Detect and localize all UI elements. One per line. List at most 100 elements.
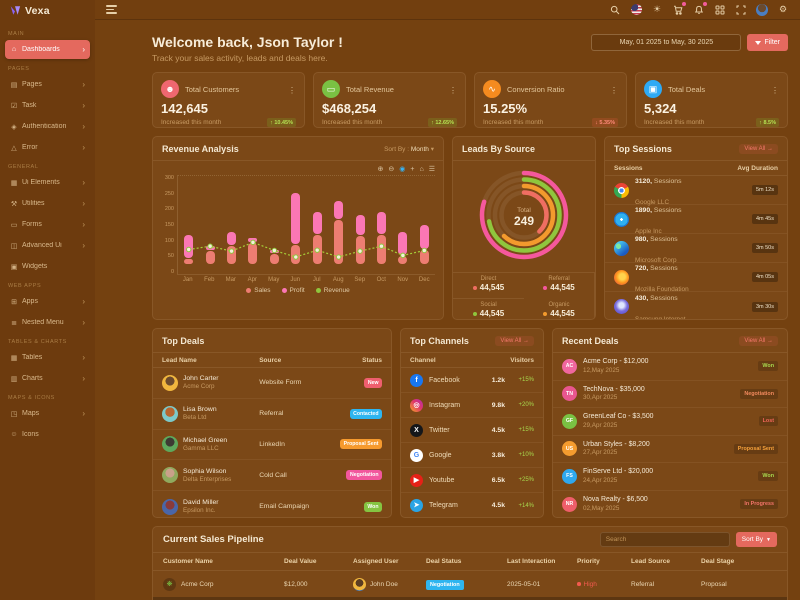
channel-icon: f (410, 373, 423, 387)
pipeline-search-input[interactable] (599, 532, 730, 547)
avg-duration-badge: 3m 30s (751, 301, 778, 312)
recent-deal-row[interactable]: AC Acme Corp - $12,000 12,May 2025 Won (553, 353, 787, 381)
sidebar-item[interactable]: ▦ Ui Elements (5, 173, 90, 192)
more-vertical-icon[interactable] (610, 80, 618, 98)
sidebar-item[interactable]: ▦ Tables (5, 348, 90, 367)
chart-legend: Sales Profit Revenue (161, 287, 435, 294)
y-axis: 300 250 200 150 100 50 0 (161, 175, 177, 275)
stat-value: $468,254 (322, 101, 377, 116)
channel-row[interactable]: f Facebook 1.2k +15% (401, 368, 543, 393)
settings-gear-icon[interactable]: ⚙ (778, 4, 788, 14)
sidebar-item-icon: ▣ (10, 263, 18, 271)
lead-avatar (162, 467, 178, 484)
brand-logo[interactable]: Vexa (0, 0, 95, 21)
sidebar-item-icon: ▤ (10, 81, 18, 89)
channel-row[interactable]: ▶ Youtube 6.5k +25% (401, 468, 543, 493)
avg-duration-badge: 5m 12s (751, 185, 778, 195)
page-title: Welcome back, Json Taylor ! (152, 34, 343, 50)
theme-toggle-sun-icon[interactable]: ☀ (652, 4, 662, 14)
recent-deal-row[interactable]: FS FinServe Ltd - $20,000 24,Apr 2025 Wo… (553, 463, 787, 491)
stat-icon: ▭ (322, 80, 340, 98)
search-icon[interactable] (609, 4, 621, 16)
top-deals-panel: Top Deals Lead Name Source Status John C… (152, 328, 392, 518)
sidebar-item-icon: ▦ (10, 179, 18, 187)
deal-row[interactable]: Lisa Brown Beta Ltd Referral Contacted (153, 399, 391, 430)
status-badge: Proposal Sent (340, 439, 382, 450)
sidebar-item[interactable]: ⌂ Dashboards (5, 40, 90, 59)
sidebar-item[interactable]: ▣ Widgets (10, 263, 48, 271)
stat-value: 142,645 (161, 101, 208, 116)
more-vertical-icon[interactable] (449, 80, 457, 98)
more-vertical-icon[interactable] (771, 80, 779, 98)
chart-menu-icon[interactable]: ☰ (428, 166, 435, 173)
legend-item[interactable]: Sales (246, 287, 271, 294)
recent-deal-row[interactable]: GF GreenLeaf Co - $3,500 29,Apr 2025 Los… (553, 408, 787, 436)
date-range-picker[interactable]: May, 01 2025 to May, 30 2025 (591, 34, 742, 51)
channel-row[interactable]: ➤ Telegram 4.5k +14% (401, 493, 543, 517)
zoom-out-icon[interactable]: ⊖ (388, 166, 395, 173)
channel-row[interactable]: ◎ Instagram 9.8k +20% (401, 393, 543, 418)
fullscreen-icon[interactable] (735, 4, 747, 16)
language-flag-icon[interactable] (630, 4, 642, 16)
user-avatar[interactable] (756, 3, 768, 16)
status-badge: Contacted (349, 408, 382, 419)
notifications-badge (702, 1, 707, 6)
sort-by-dropdown[interactable]: Sort By : Month ▾ (384, 145, 434, 153)
menu-toggle-icon[interactable] (106, 5, 117, 14)
status-badge: Negotiation (740, 388, 778, 399)
sidebar-item[interactable]: ▭ Forms (5, 215, 90, 234)
session-row[interactable]: 3120, Sessions Google LLC 5m 12s (605, 176, 787, 206)
sidebar-item[interactable]: ◫ Advanced Ui (5, 236, 90, 255)
deal-row[interactable]: Sophia Wilson Delta Enterprises Cold Cal… (153, 460, 391, 492)
legend-item[interactable]: Revenue (315, 287, 350, 294)
apps-grid-icon[interactable] (714, 4, 726, 16)
view-all-button[interactable]: View All → (739, 143, 778, 154)
sidebar-item[interactable]: ▤ Pages (5, 75, 90, 94)
deal-row[interactable]: David Miller Epsilon Inc. Email Campaign… (153, 491, 391, 517)
company-avatar: TN (562, 386, 577, 402)
zoom-in-icon[interactable]: ⊕ (377, 166, 384, 173)
cart-icon[interactable] (672, 1, 686, 16)
panning-icon[interactable]: + (410, 166, 415, 173)
sidebar-item[interactable]: ≣ Nested Menu (5, 313, 90, 332)
view-all-button[interactable]: View All → (495, 335, 534, 346)
session-row[interactable]: 1890, Sessions Apple Inc 4m 45s (605, 205, 787, 235)
view-all-button[interactable]: View All → (739, 335, 778, 346)
pipeline-column-header: Customer Name (163, 558, 213, 565)
channel-icon: ➤ (410, 499, 423, 512)
sidebar-item[interactable]: ◳ Maps (5, 404, 90, 423)
sidebar-item[interactable]: △ Error (5, 138, 90, 157)
notifications-bell-icon[interactable] (693, 1, 707, 16)
recent-deal-row[interactable]: TN TechNova - $35,000 30,Apr 2025 Negoti… (553, 381, 787, 408)
filter-button[interactable]: Filter (747, 34, 788, 51)
sidebar-item[interactable]: ⚒ Utilities (5, 194, 90, 213)
deal-row[interactable]: Michael Green Gamma LLC LinkedIn Proposa… (153, 430, 391, 461)
sidebar-item[interactable]: ☺ Icons (10, 431, 39, 438)
sort-by-button[interactable]: Sort By ▼ (735, 532, 777, 547)
sidebar-item[interactable]: ⊞ Apps (5, 292, 90, 311)
recent-deals-panel: Recent Deals View All → AC Acme Corp - $… (552, 328, 788, 518)
sidebar-item-icon: ◈ (11, 123, 17, 131)
deal-row[interactable]: John Carter Acme Corp Website Form New (153, 368, 391, 399)
legend-item[interactable]: Profit (281, 287, 305, 294)
chevron-right-icon (82, 81, 85, 89)
channel-row[interactable]: X Twitter 4.5k +15% (401, 418, 543, 443)
reset-home-icon[interactable]: ⌂ (419, 166, 424, 173)
pipeline-row[interactable]: ❋ Acme Corp $12,000 John Doe Negotiation… (153, 571, 787, 597)
sidebar-item[interactable]: ▥ Charts (5, 369, 90, 388)
session-row[interactable]: 720, Sessions Mozilla Foundation 4m 05s (605, 263, 787, 293)
session-row[interactable]: 430, Sessions Samsung Internet 3m 30s (605, 292, 787, 319)
y-tick: 100 (164, 237, 174, 244)
company-avatar: AC (562, 358, 577, 374)
pipeline-column-header: Last Interaction (507, 558, 556, 565)
more-vertical-icon[interactable] (288, 80, 296, 98)
selection-zoom-icon[interactable]: ◉ (399, 166, 406, 173)
sidebar-item[interactable]: ◈ Authentication (5, 117, 90, 136)
sidebar-item[interactable]: ☑ Task (5, 96, 90, 115)
y-tick: 50 (167, 253, 174, 260)
recent-deal-row[interactable]: US Urban Styles - $8,200 27,Apr 2025 Pro… (553, 436, 787, 463)
session-row[interactable]: 980, Sessions Microsoft Corp 3m 50s (605, 234, 787, 264)
company-logo-icon: ❋ (163, 577, 176, 591)
channel-row[interactable]: G Google 3.8k +10% (401, 443, 543, 468)
recent-deal-row[interactable]: NR Nova Realty - $6,500 02,May 2025 In P… (553, 491, 787, 518)
